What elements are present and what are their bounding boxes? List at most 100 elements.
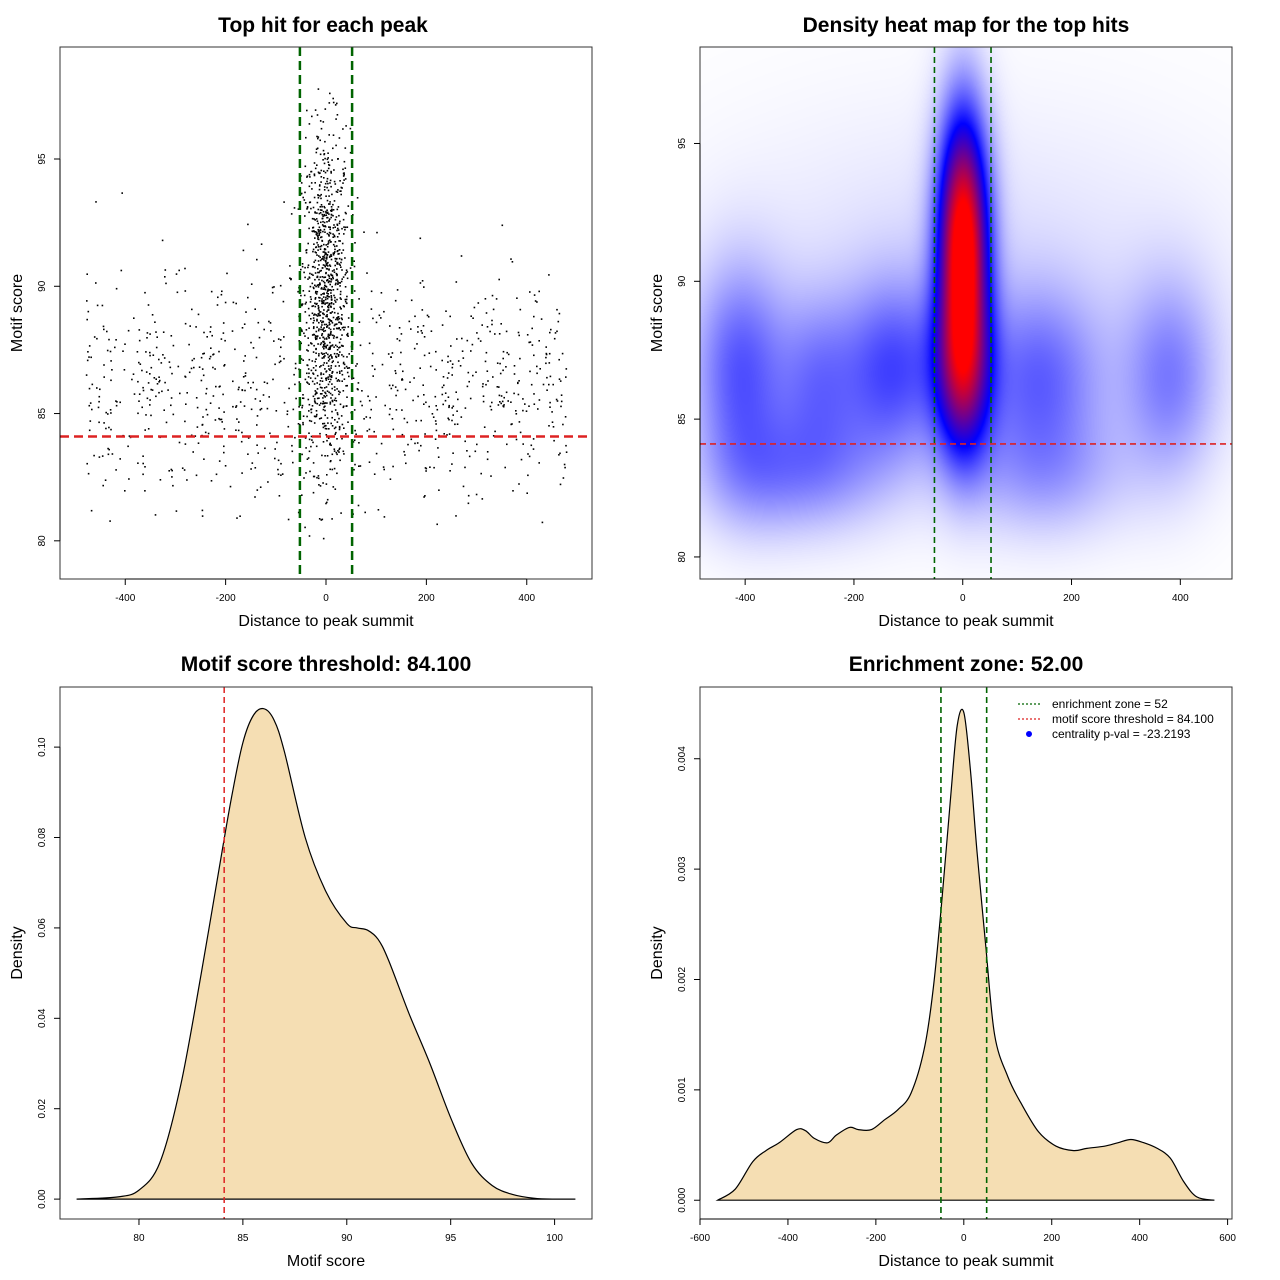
panel-2-x-label: Distance to peak summit bbox=[878, 613, 1054, 630]
scatter-point bbox=[330, 296, 333, 299]
scatter-point bbox=[372, 317, 374, 320]
scatter-point bbox=[338, 257, 341, 260]
y-tick-label: 0.10 bbox=[37, 737, 48, 757]
scatter-point bbox=[317, 329, 320, 332]
scatter-point bbox=[320, 417, 323, 419]
scatter-point bbox=[563, 463, 566, 466]
scatter-point bbox=[344, 178, 347, 180]
scatter-point bbox=[107, 447, 109, 450]
scatter-point bbox=[347, 205, 350, 207]
scatter-point bbox=[305, 249, 308, 251]
scatter-point bbox=[317, 313, 319, 315]
scatter-point bbox=[201, 423, 204, 426]
scatter-point bbox=[322, 210, 325, 213]
scatter-point bbox=[315, 392, 317, 395]
scatter-point bbox=[327, 306, 329, 308]
scatter-point bbox=[149, 404, 151, 406]
scatter-point bbox=[333, 180, 336, 183]
scatter-point bbox=[327, 360, 330, 362]
scatter-point bbox=[422, 325, 425, 327]
scatter-point bbox=[178, 441, 181, 444]
scatter-point bbox=[346, 302, 348, 305]
scatter-point bbox=[449, 315, 451, 318]
scatter-point bbox=[335, 144, 337, 147]
scatter-point bbox=[292, 461, 294, 464]
scatter-point bbox=[395, 372, 397, 375]
scatter-point bbox=[221, 290, 223, 293]
scatter-point bbox=[332, 203, 334, 206]
scatter-point bbox=[319, 228, 322, 231]
scatter-point bbox=[310, 182, 313, 184]
scatter-point bbox=[308, 123, 311, 125]
scatter-point bbox=[517, 393, 520, 396]
scatter-point bbox=[363, 418, 365, 420]
scatter-point bbox=[546, 376, 548, 379]
scatter-point bbox=[560, 405, 562, 408]
scatter-point bbox=[87, 351, 89, 353]
scatter-point bbox=[327, 251, 330, 253]
scatter-point bbox=[392, 384, 394, 387]
scatter-point bbox=[340, 280, 343, 283]
scatter-point bbox=[334, 245, 336, 248]
scatter-point bbox=[189, 325, 191, 327]
scatter-point bbox=[409, 381, 411, 383]
scatter-point bbox=[452, 405, 455, 408]
scatter-point bbox=[431, 413, 434, 415]
scatter-point bbox=[107, 413, 109, 415]
scatter-point bbox=[331, 518, 333, 520]
scatter-point bbox=[323, 255, 326, 257]
scatter-point bbox=[390, 356, 392, 358]
scatter-point bbox=[319, 248, 322, 250]
scatter-point bbox=[340, 512, 342, 514]
scatter-point bbox=[492, 435, 495, 437]
scatter-point bbox=[490, 408, 493, 411]
scatter-point bbox=[333, 427, 336, 430]
scatter-point bbox=[323, 309, 325, 311]
scatter-point bbox=[451, 407, 453, 409]
scatter-point bbox=[329, 265, 332, 267]
scatter-point bbox=[337, 158, 339, 160]
scatter-point bbox=[155, 378, 157, 380]
scatter-point bbox=[423, 403, 425, 405]
scatter-point bbox=[333, 311, 336, 314]
scatter-point bbox=[337, 282, 339, 284]
scatter-point bbox=[110, 412, 112, 414]
scatter-point bbox=[325, 347, 327, 349]
scatter-point bbox=[348, 353, 350, 355]
scatter-point bbox=[138, 393, 141, 395]
scatter-point bbox=[317, 208, 320, 211]
scatter-point bbox=[338, 282, 341, 284]
scatter-point bbox=[329, 346, 332, 349]
scatter-point bbox=[328, 269, 330, 271]
scatter-point bbox=[241, 472, 243, 474]
scatter-point bbox=[332, 233, 334, 235]
scatter-point bbox=[223, 365, 225, 367]
scatter-point bbox=[505, 366, 507, 368]
scatter-point bbox=[511, 261, 514, 263]
scatter-point bbox=[489, 330, 491, 333]
scatter-point bbox=[334, 283, 337, 286]
scatter-point bbox=[144, 466, 146, 468]
scatter-point bbox=[338, 341, 341, 344]
scatter-point bbox=[339, 329, 342, 331]
scatter-point bbox=[337, 229, 340, 231]
scatter-point bbox=[344, 167, 347, 169]
scatter-point bbox=[323, 213, 325, 216]
scatter-point bbox=[441, 393, 444, 396]
scatter-point bbox=[380, 442, 383, 445]
scatter-point bbox=[539, 368, 541, 370]
scatter-point bbox=[283, 336, 285, 338]
scatter-point bbox=[308, 173, 311, 176]
scatter-point bbox=[337, 316, 339, 318]
scatter-point bbox=[121, 192, 123, 194]
scatter-point bbox=[314, 415, 317, 418]
scatter-point bbox=[309, 272, 311, 275]
scatter-point bbox=[86, 318, 88, 321]
scatter-point bbox=[437, 447, 439, 449]
scatter-point bbox=[89, 420, 92, 422]
scatter-point bbox=[330, 253, 332, 256]
scatter-point bbox=[556, 400, 559, 402]
scatter-point bbox=[324, 252, 327, 254]
scatter-point bbox=[502, 369, 504, 372]
scatter-point bbox=[103, 422, 105, 424]
